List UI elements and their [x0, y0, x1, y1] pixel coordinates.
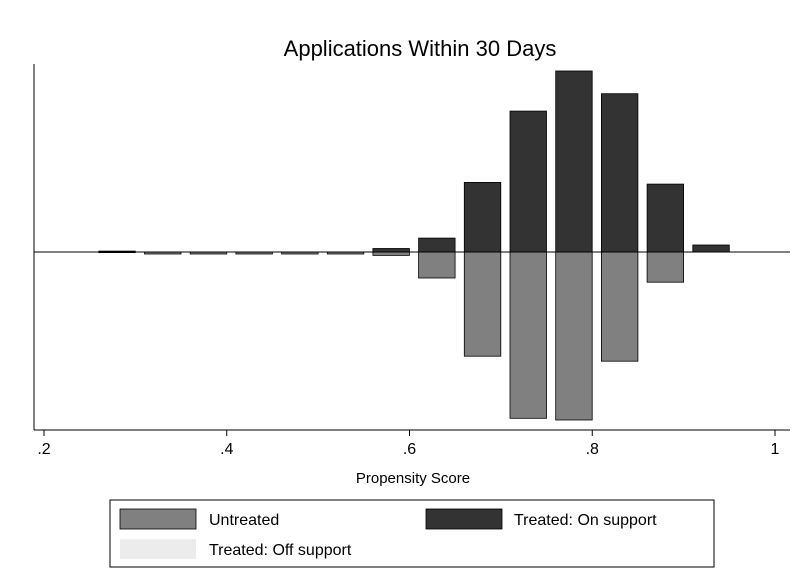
x-tick-label: .8 [586, 441, 599, 458]
bar-treated-12 [601, 93, 639, 253]
bar-untreated-10 [509, 251, 547, 419]
legend-label: Treated: On support [514, 512, 657, 529]
bar-untreated-12 [601, 251, 639, 362]
legend-box [109, 499, 715, 568]
x-tick-label: .2 [37, 441, 50, 458]
legend-swatch [119, 508, 197, 530]
x-tick-label: .6 [403, 441, 416, 458]
bar-untreated-11 [555, 251, 593, 421]
bars-layer [98, 70, 730, 421]
bar-treated-10 [509, 110, 547, 253]
x-tick-label: 1 [771, 441, 780, 458]
chart-title: Applications Within 30 Days [284, 36, 557, 61]
bar-untreated-8 [418, 251, 456, 279]
bar-treated-13 [646, 183, 684, 253]
legend: Untreated Treated: On support Treated: Off… [109, 499, 715, 568]
bar-untreated-9 [463, 251, 502, 357]
legend-swatch [120, 539, 196, 559]
bar-treated-8 [418, 237, 456, 253]
bar-treated-9 [463, 181, 502, 253]
legend-label: Treated: Off support [209, 542, 352, 559]
bar-treated-11 [555, 70, 593, 253]
legend-label: Untreated [209, 512, 279, 529]
bar-untreated-7 [372, 251, 410, 256]
x-tick-label: .4 [220, 441, 233, 458]
legend-swatch [425, 508, 503, 530]
x-ticks-layer: .2 .4 .6 .8 1 [37, 430, 780, 458]
x-axis-label: Propensity Score [356, 470, 470, 487]
bar-untreated-13 [646, 251, 684, 283]
bar-treated-14 [692, 244, 730, 253]
bar-treated-7 [372, 248, 410, 253]
